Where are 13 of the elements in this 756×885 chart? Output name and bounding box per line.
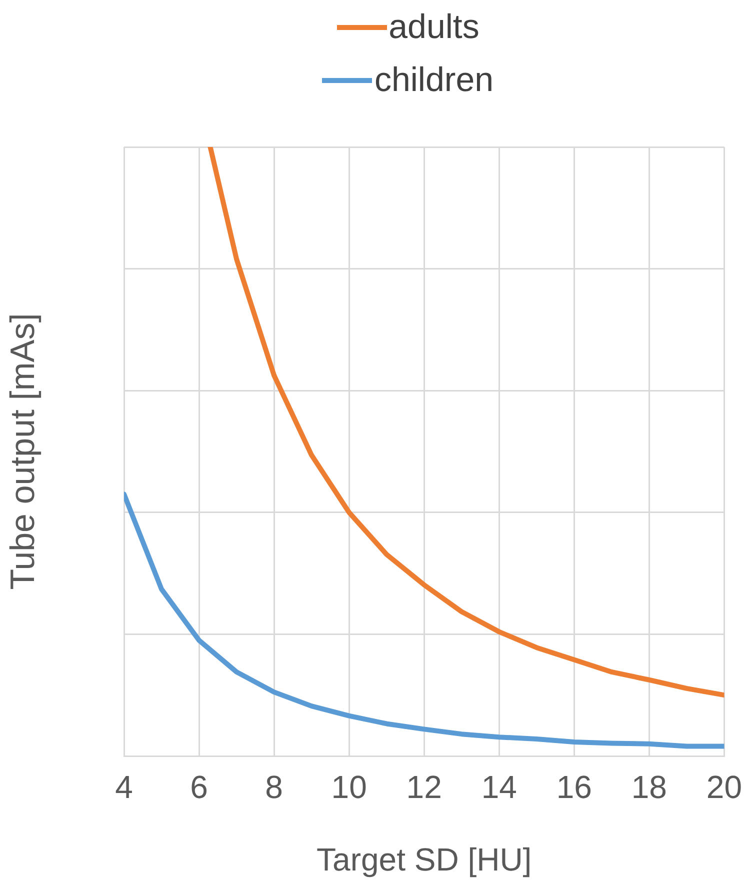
x-tick-label: 16 [556,769,592,806]
x-tick-label: 6 [190,769,208,806]
legend-label: adults [388,8,480,47]
y-axis-title: Tube output [mAs] [4,313,42,590]
x-tick-label: 18 [631,769,667,806]
x-tick-label: 20 [706,769,742,806]
legend-label: children [374,61,494,100]
x-tick-label: 12 [406,769,442,806]
x-axis-title: Target SD [HU] [316,842,532,878]
x-tick-label: 8 [265,769,283,806]
x-tick-label: 14 [481,769,517,806]
x-tick-label: 4 [115,769,133,806]
x-tick-label: 10 [331,769,367,806]
